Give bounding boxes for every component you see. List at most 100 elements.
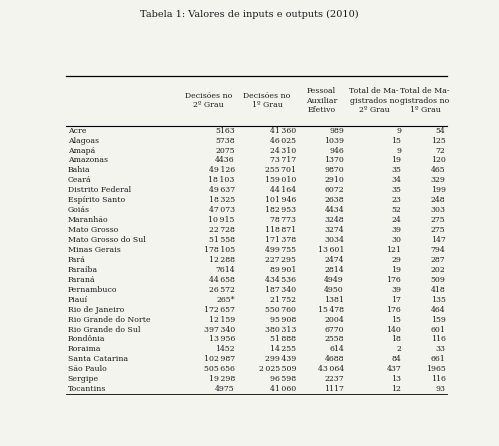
Text: 17: 17 [391, 296, 401, 304]
Text: Rio Grande do Sul: Rio Grande do Sul [68, 326, 140, 334]
Text: 120: 120 [431, 157, 446, 165]
Text: 33: 33 [436, 346, 446, 353]
Text: 19 298: 19 298 [209, 375, 235, 383]
Text: 303: 303 [431, 206, 446, 214]
Text: 255 701: 255 701 [265, 166, 296, 174]
Text: 30: 30 [391, 236, 401, 244]
Text: 84: 84 [392, 355, 401, 363]
Text: 1370: 1370 [324, 157, 344, 165]
Text: Pessoal
Auxiliar
Efetivo: Pessoal Auxiliar Efetivo [306, 87, 337, 114]
Text: 41 360: 41 360 [270, 127, 296, 135]
Text: 26 572: 26 572 [209, 286, 235, 294]
Text: 39: 39 [391, 226, 401, 234]
Text: Paraná: Paraná [68, 276, 95, 284]
Text: 18 103: 18 103 [209, 176, 235, 184]
Text: 51 558: 51 558 [209, 236, 235, 244]
Text: 5163: 5163 [215, 127, 235, 135]
Text: 43 064: 43 064 [318, 365, 344, 373]
Text: 2910: 2910 [324, 176, 344, 184]
Text: 44 658: 44 658 [209, 276, 235, 284]
Text: 227 295: 227 295 [265, 256, 296, 264]
Text: 2474: 2474 [324, 256, 344, 264]
Text: 6770: 6770 [324, 326, 344, 334]
Text: Mato Grosso do Sul: Mato Grosso do Sul [68, 236, 146, 244]
Text: Sergipe: Sergipe [68, 375, 99, 383]
Text: 434 536: 434 536 [265, 276, 296, 284]
Text: 54: 54 [436, 127, 446, 135]
Text: 29: 29 [391, 256, 401, 264]
Text: 19: 19 [391, 266, 401, 274]
Text: 116: 116 [431, 335, 446, 343]
Text: 41 060: 41 060 [270, 385, 296, 393]
Text: 102 987: 102 987 [204, 355, 235, 363]
Text: 1117: 1117 [324, 385, 344, 393]
Text: 46 025: 46 025 [270, 136, 296, 145]
Text: 2 025 509: 2 025 509 [259, 365, 296, 373]
Text: 159: 159 [431, 316, 446, 324]
Text: 118 871: 118 871 [265, 226, 296, 234]
Text: Distrito Federal: Distrito Federal [68, 186, 131, 194]
Text: 6072: 6072 [324, 186, 344, 194]
Text: 72: 72 [436, 146, 446, 154]
Text: 13 601: 13 601 [317, 246, 344, 254]
Text: 1381: 1381 [324, 296, 344, 304]
Text: 601: 601 [431, 326, 446, 334]
Text: Bahia: Bahia [68, 166, 90, 174]
Text: 946: 946 [329, 146, 344, 154]
Text: 3034: 3034 [324, 236, 344, 244]
Text: 13: 13 [391, 375, 401, 383]
Text: 299 439: 299 439 [265, 355, 296, 363]
Text: 135: 135 [431, 296, 446, 304]
Text: 614: 614 [329, 346, 344, 353]
Text: 101 946: 101 946 [265, 196, 296, 204]
Text: 275: 275 [431, 226, 446, 234]
Text: 52: 52 [392, 206, 401, 214]
Text: 21 752: 21 752 [270, 296, 296, 304]
Text: 18: 18 [391, 335, 401, 343]
Text: 4436: 4436 [215, 157, 235, 165]
Text: Maranhão: Maranhão [68, 216, 108, 224]
Text: 73 717: 73 717 [270, 157, 296, 165]
Text: Tocantins: Tocantins [68, 385, 106, 393]
Text: Espírito Santo: Espírito Santo [68, 196, 125, 204]
Text: Total de Ma-
gistrados no
2º Grau: Total de Ma- gistrados no 2º Grau [349, 87, 399, 114]
Text: Mato Grosso: Mato Grosso [68, 226, 118, 234]
Text: 22 728: 22 728 [209, 226, 235, 234]
Text: 2: 2 [396, 346, 401, 353]
Text: 248: 248 [431, 196, 446, 204]
Text: 89 901: 89 901 [270, 266, 296, 274]
Text: 1965: 1965 [426, 365, 446, 373]
Text: 505 656: 505 656 [204, 365, 235, 373]
Text: 1452: 1452 [215, 346, 235, 353]
Text: 34: 34 [391, 176, 401, 184]
Text: Decisões no
2º Grau: Decisões no 2º Grau [185, 92, 232, 109]
Text: 5738: 5738 [215, 136, 235, 145]
Text: 3248: 3248 [324, 216, 344, 224]
Text: 182 953: 182 953 [265, 206, 296, 214]
Text: 465: 465 [431, 166, 446, 174]
Text: 4949: 4949 [324, 276, 344, 284]
Text: Amapá: Amapá [68, 146, 95, 154]
Text: 275: 275 [431, 216, 446, 224]
Text: 24: 24 [392, 216, 401, 224]
Text: Rio de Janeiro: Rio de Janeiro [68, 306, 124, 314]
Text: Pará: Pará [68, 256, 86, 264]
Text: 35: 35 [391, 166, 401, 174]
Text: 202: 202 [431, 266, 446, 274]
Text: 4434: 4434 [324, 206, 344, 214]
Text: 47 073: 47 073 [209, 206, 235, 214]
Text: 178 105: 178 105 [204, 246, 235, 254]
Text: 7614: 7614 [215, 266, 235, 274]
Text: 39: 39 [391, 286, 401, 294]
Text: 24 310: 24 310 [270, 146, 296, 154]
Text: 93: 93 [436, 385, 446, 393]
Text: 509: 509 [431, 276, 446, 284]
Text: 15 478: 15 478 [318, 306, 344, 314]
Text: 13 956: 13 956 [209, 335, 235, 343]
Text: 2075: 2075 [215, 146, 235, 154]
Text: 125: 125 [431, 136, 446, 145]
Text: Ceará: Ceará [68, 176, 91, 184]
Text: 51 888: 51 888 [270, 335, 296, 343]
Text: 18 325: 18 325 [209, 196, 235, 204]
Text: 989: 989 [329, 127, 344, 135]
